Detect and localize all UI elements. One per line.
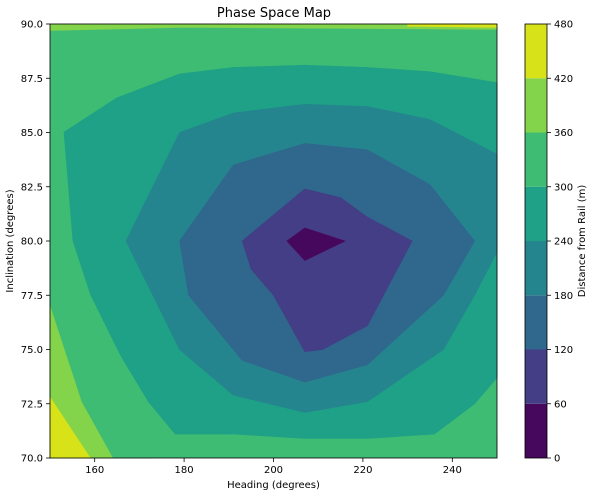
colorbar-band-0-60: [525, 404, 547, 458]
x-tick-label: 240: [443, 465, 462, 476]
colorbar-tick-label: 120: [554, 345, 573, 356]
colorbar-tick-label: 0: [554, 454, 560, 465]
x-tick-label: 160: [85, 465, 104, 476]
colorbar-band-120-180: [525, 295, 547, 349]
colorbar-tick-label: 300: [554, 182, 573, 193]
plot-area: [50, 24, 497, 458]
y-tick-label: 87.5: [21, 74, 43, 85]
x-tick-label: 200: [264, 465, 283, 476]
y-tick-label: 72.5: [21, 399, 43, 410]
colorbar-label: Distance from Rail (m): [577, 185, 588, 298]
colorbar-band-240-300: [525, 187, 547, 241]
chart-title: Phase Space Map: [217, 6, 331, 21]
colorbar-band-420-480: [525, 24, 547, 78]
colorbar-bands: [525, 24, 547, 458]
colorbar-tick-label: 60: [554, 399, 567, 410]
colorbar-band-60-120: [525, 350, 547, 404]
colorbar-band-300-360: [525, 133, 547, 187]
colorbar-tick-label: 420: [554, 74, 573, 85]
colorbar-band-180-240: [525, 241, 547, 295]
y-tick-label: 90.0: [21, 20, 43, 31]
x-tick-label: 220: [353, 465, 372, 476]
colorbar-tick-label: 480: [554, 20, 573, 31]
colorbar-tick-label: 240: [554, 237, 573, 248]
y-tick-label: 85.0: [21, 128, 43, 139]
y-tick-label: 75.0: [21, 345, 43, 356]
colorbar-band-360-420: [525, 78, 547, 132]
y-axis-label: Inclination (degrees): [5, 189, 16, 292]
y-tick-label: 70.0: [21, 454, 43, 465]
y-tick-label: 80.0: [21, 237, 43, 248]
y-tick-label: 82.5: [21, 182, 43, 193]
colorbar-tick-label: 360: [554, 128, 573, 139]
colorbar-tick-label: 180: [554, 291, 573, 302]
x-tick-label: 180: [175, 465, 194, 476]
x-axis-label: Heading (degrees): [227, 480, 320, 491]
y-tick-label: 77.5: [21, 291, 43, 302]
